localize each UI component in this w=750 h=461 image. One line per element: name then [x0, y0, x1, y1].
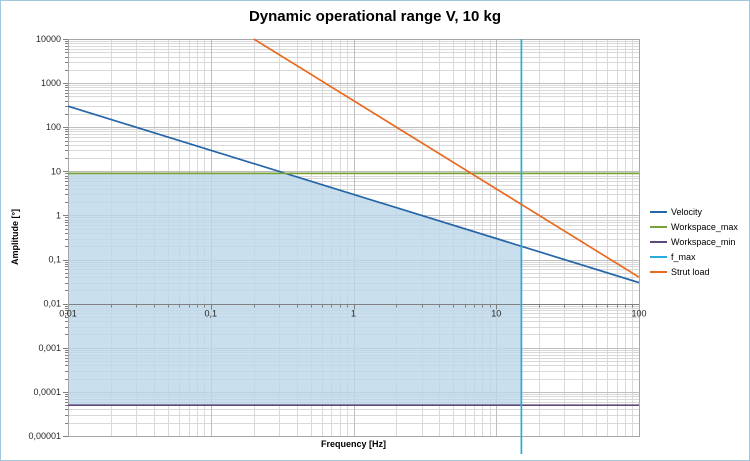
- y-tick-label: 10: [51, 166, 61, 176]
- y-tick-label: 10000: [36, 34, 61, 44]
- legend-swatch: [650, 256, 667, 258]
- legend: Velocity Workspace_max Workspace_min f_max S…: [650, 207, 738, 277]
- y-tick-label: 0,00001: [28, 431, 61, 441]
- legend-swatch: [650, 271, 667, 273]
- legend-item-f-max: f_max: [650, 252, 738, 262]
- plot-border: [68, 39, 640, 437]
- y-tick-labels: 10000 1000 100 10 1 0,1 0,01 0,001 0,0001 0,00001: [28, 34, 61, 441]
- y-tick-label: 0,0001: [33, 387, 61, 397]
- y-tick-label: 1000: [41, 78, 61, 88]
- y-tick-label: 0,01: [43, 299, 61, 309]
- x-axis-label: Frequency [Hz]: [320, 439, 386, 449]
- legend-label: Velocity: [671, 207, 703, 217]
- legend-item-strut-load: Strut load: [650, 267, 738, 277]
- x-tick-labels: 0,01 0,1 1 10 100: [59, 309, 646, 319]
- y-axis-label: Amplitude [°]: [10, 208, 20, 266]
- y-tick-label: 0,001: [38, 343, 61, 353]
- y-tick-label: 0,1: [48, 255, 61, 265]
- legend-swatch: [650, 241, 667, 243]
- x-tick-label: 10: [491, 309, 501, 319]
- legend-label: Workspace_min: [671, 237, 736, 247]
- operational-range-area: [68, 173, 522, 406]
- legend-label: Strut load: [671, 267, 710, 277]
- legend-item-workspace-max: Workspace_max: [650, 222, 738, 232]
- legend-label: f_max: [671, 252, 696, 262]
- x-tick-label: 0,1: [204, 309, 217, 319]
- series-line-velocity: [67, 105, 640, 284]
- x-tick-label: 0,01: [59, 309, 77, 319]
- legend-swatch: [650, 226, 667, 228]
- x-tick-label: 100: [631, 309, 646, 319]
- legend-item-velocity: Velocity: [650, 207, 738, 217]
- legend-swatch: [650, 211, 667, 213]
- y-tick-label: 100: [46, 122, 61, 132]
- x-tick-label: 1: [351, 309, 356, 319]
- chart-title: Dynamic operational range V, 10 kg: [248, 8, 502, 25]
- legend-label: Workspace_max: [671, 222, 738, 232]
- y-tick-label: 1: [56, 210, 61, 220]
- legend-item-workspace-min: Workspace_min: [650, 237, 738, 247]
- series-line-strut-load: [253, 38, 640, 278]
